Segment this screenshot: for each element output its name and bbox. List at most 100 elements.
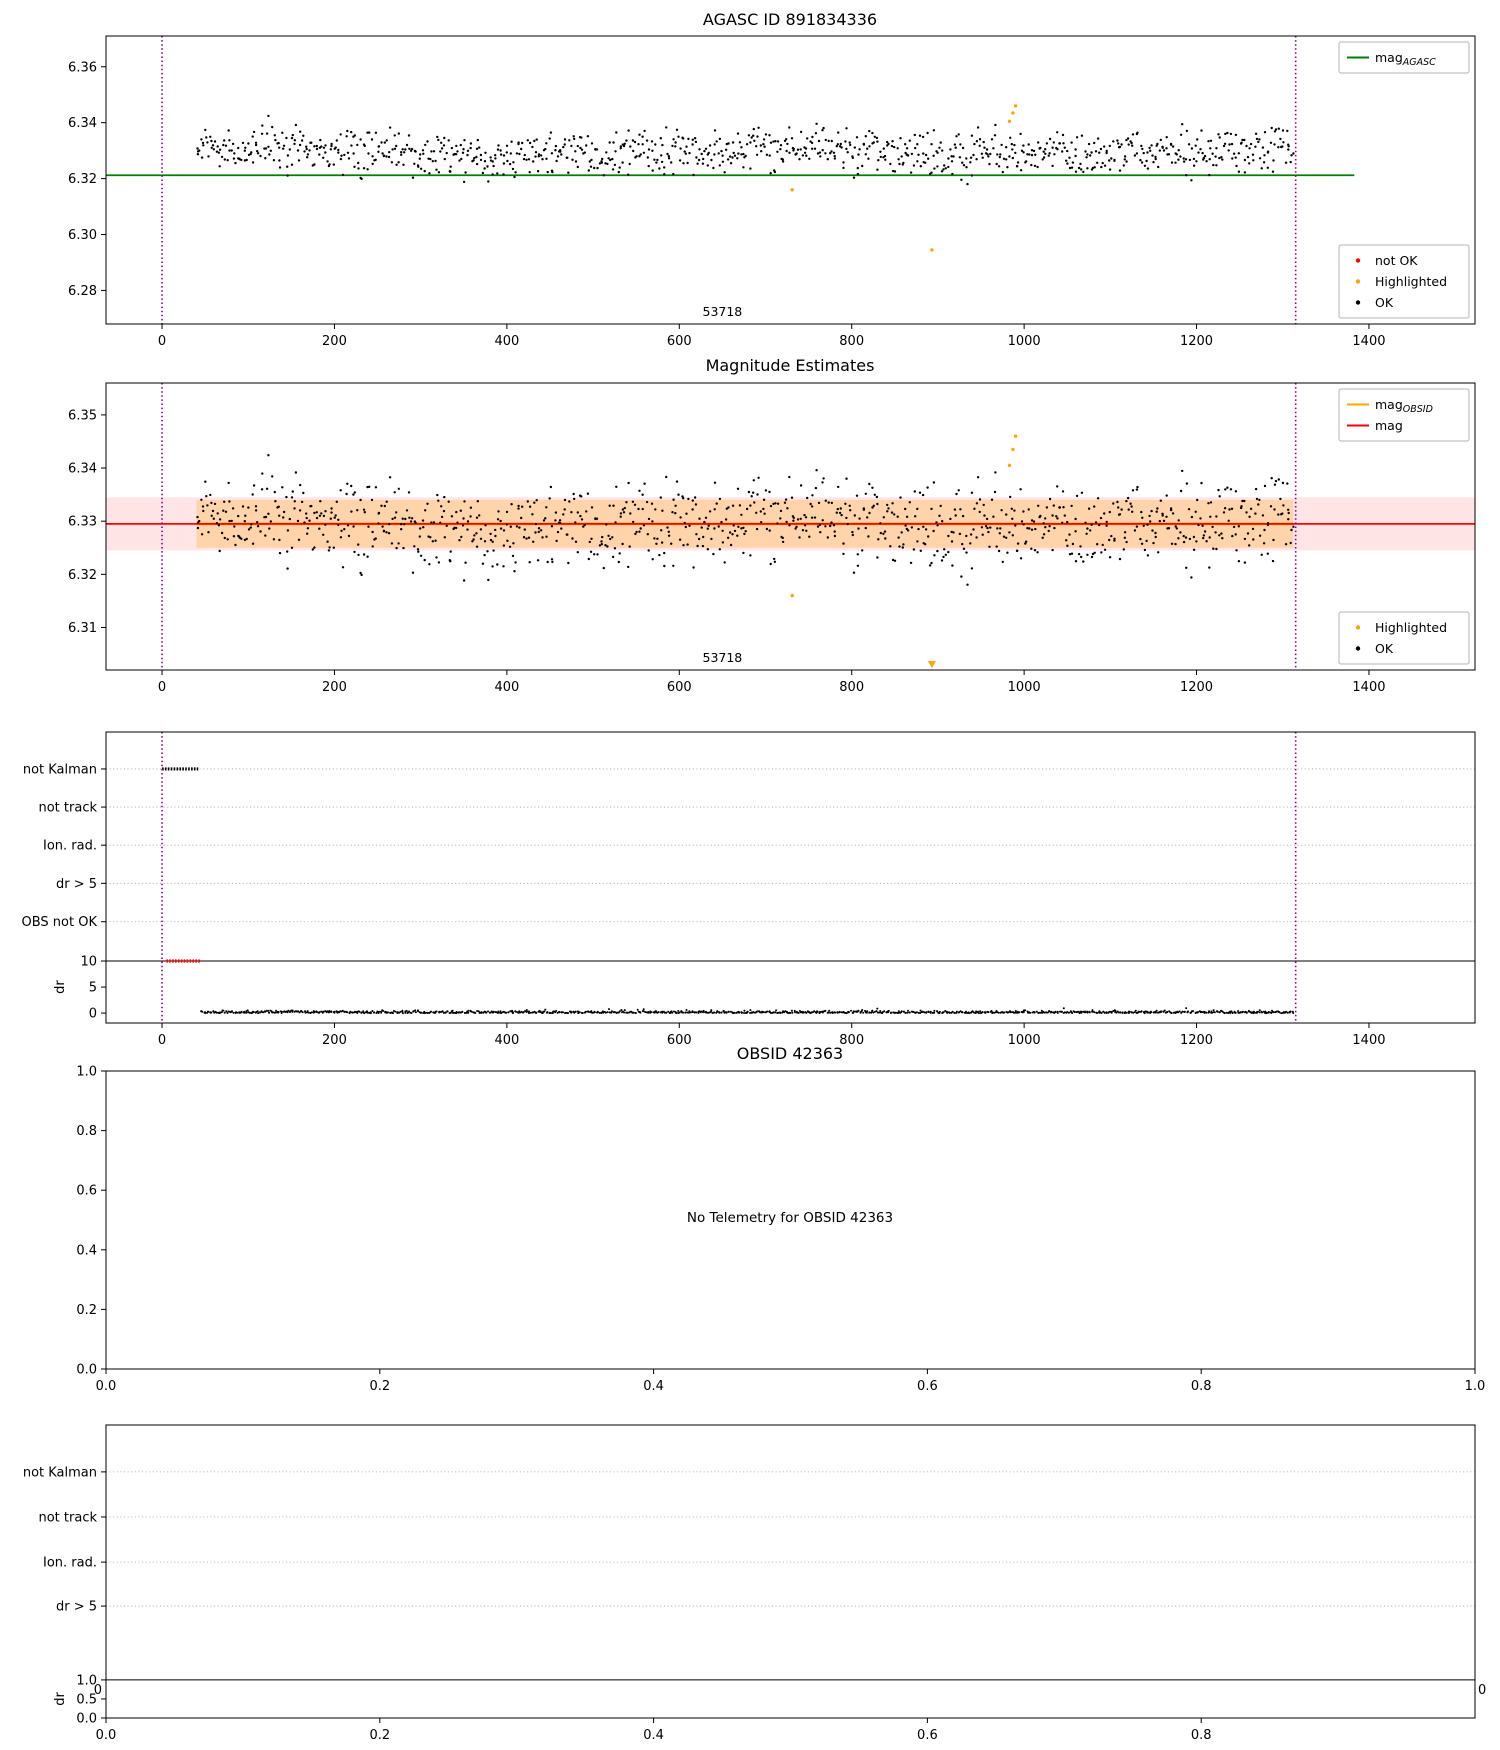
x-tick-label: 1400	[1352, 680, 1385, 695]
highlighted-points	[790, 434, 1018, 668]
flag-category-label: not Kalman	[23, 762, 97, 777]
panel-agasc-magnitude: 0 200 400 600 800 1000 1200 1400 6.28 6.30 6.32 6.3…	[68, 35, 1476, 349]
x-tick-label: 400	[494, 680, 519, 695]
legend-box	[1338, 244, 1470, 319]
plots-layer: 0 200 400 600 800 1000 1200 14006.286.306.326.3…	[22, 35, 1486, 1743]
axes-frame	[105, 382, 1476, 671]
y-tick-label: 0.6	[76, 1184, 97, 1199]
x-tick-label: 1000	[1008, 334, 1041, 349]
legend-label: Highlighted	[1375, 620, 1447, 635]
legend-dot-swatch	[1355, 279, 1361, 284]
x-tick-label: 1200	[1180, 680, 1213, 695]
x-tick-label: 0.0	[96, 1728, 117, 1743]
y-tick-label: 6.32	[68, 568, 97, 583]
x-tick-label: 0.4	[643, 1728, 664, 1743]
x-tick-label: 0.4	[643, 1379, 664, 1394]
axes-frame	[105, 731, 1476, 1024]
x-tick-label: 0.2	[369, 1728, 390, 1743]
panel-obsid-telemetry: 0.0 0.2 0.4 0.6 0.8 1.0 0.0 0.2 0.4 0.6 0.8 1.0	[76, 1065, 1485, 1395]
x-tick-label: 200	[322, 334, 347, 349]
x-tick-label: 1.0	[1465, 1379, 1486, 1394]
x-tick-label: 800	[839, 1033, 864, 1048]
y-tick-label: 6.28	[68, 284, 97, 299]
flag-category-label: not track	[38, 801, 97, 816]
y-tick-label: 6.33	[68, 515, 97, 530]
x-tick-label: 1400	[1352, 1033, 1385, 1048]
x-tick-label: 600	[667, 680, 692, 695]
y-tick-label: 6.30	[68, 228, 97, 243]
highlighted-points	[790, 104, 1018, 252]
legend-box	[1338, 611, 1470, 665]
y-tick-label: 0.0	[76, 1363, 97, 1378]
x-tick-label: 1000	[1008, 680, 1041, 695]
x-tick-label: 0	[158, 680, 166, 695]
legend-dot-swatch	[1355, 646, 1361, 651]
y-tick-label: 6.32	[68, 172, 97, 187]
dr-axis-label: dr	[53, 1692, 68, 1706]
legend-dot-swatch	[1355, 300, 1361, 305]
dr-tick-label: 1.0	[76, 1673, 97, 1688]
legend-label: OK	[1375, 641, 1394, 656]
x-tick-label: 800	[839, 680, 864, 695]
x-tick-label: 1400	[1352, 334, 1385, 349]
ok-points	[196, 114, 1295, 186]
dr-tick-label: 0.5	[76, 1692, 97, 1707]
x-tick-label: 1000	[1008, 1033, 1041, 1048]
x-tick-label: 600	[667, 1033, 692, 1048]
flag-category-label: not Kalman	[23, 1465, 97, 1480]
x-tick-label: 1200	[1180, 1033, 1213, 1048]
x-tick-label: 0.6	[917, 1379, 938, 1394]
dr-tick-label: 10	[80, 955, 97, 970]
x-tick-label: 0.2	[369, 1379, 390, 1394]
flag-category-label: Ion. rad.	[43, 1556, 97, 1571]
y-tick-label: 6.34	[68, 462, 97, 477]
axes-frame	[105, 1424, 1476, 1719]
dr-axis-label: dr	[53, 980, 68, 994]
dr-tick-label: 5	[89, 981, 97, 996]
x-tick-label: 200	[322, 680, 347, 695]
x-tick-label: 600	[667, 334, 692, 349]
panel-obsid-telemetry-flags: not Kalman not track Ion. rad. dr > 5 1.0 0.5…	[23, 1424, 1486, 1743]
legend-label: Highlighted	[1375, 274, 1447, 289]
legend-label: mag	[1375, 418, 1403, 433]
axes-frame	[105, 35, 1476, 325]
dr-tick-label: 0	[89, 1007, 97, 1022]
y-tick-label: 6.31	[68, 621, 97, 636]
x-tick-label: 0.6	[917, 1728, 938, 1743]
dr-points	[200, 1007, 1295, 1015]
y-tick-label: 6.35	[68, 408, 97, 423]
x-tick-label: 0	[158, 1033, 166, 1048]
flag-category-label: dr > 5	[56, 877, 97, 892]
x-tick-label: 400	[494, 1033, 519, 1048]
no-telemetry-text: No Telemetry for OBSID 42363	[687, 1210, 893, 1226]
legend-dot-swatch	[1355, 258, 1361, 263]
legend-label: not OK	[1375, 253, 1418, 268]
panel-telemetry-flags: not Kalman not track Ion. rad. dr > 5 OBS no…	[22, 731, 1476, 1048]
y-tick-label: 0.2	[76, 1303, 97, 1318]
flag-category-label: OBS not OK	[22, 915, 98, 930]
x-tick-label: 200	[322, 1033, 347, 1048]
panel-magnitude-estimates: 0 200 400 600 800 1000 1200 1400 6.31 6.32 6.33 6.3…	[68, 382, 1476, 695]
flag-category-label: Ion. rad.	[43, 839, 97, 854]
x-tick-label: 400	[494, 334, 519, 349]
x-tick-label: 0.0	[96, 1379, 117, 1394]
clipped-highlight-marker	[927, 661, 936, 668]
y-tick-label: 6.34	[68, 116, 97, 131]
panel-agasc-title: AGASC ID 891834336	[703, 10, 877, 29]
corner-zero-label: 0	[94, 1683, 102, 1698]
x-tick-label: 0.8	[1191, 1728, 1212, 1743]
dr-tick-label: 0.0	[76, 1712, 97, 1727]
x-tick-label: 800	[839, 334, 864, 349]
y-tick-label: 0.4	[76, 1243, 97, 1258]
x-tick-label: 0	[158, 334, 166, 349]
legend-box	[1338, 388, 1470, 442]
panel-estimates-title: Magnitude Estimates	[706, 356, 875, 375]
x-tick-label: 0.8	[1191, 1379, 1212, 1394]
obsid-id-label: 53718	[703, 304, 743, 319]
legend-dot-swatch	[1355, 625, 1361, 630]
y-tick-label: 0.8	[76, 1124, 97, 1139]
corner-zero-label: 0	[1478, 1683, 1486, 1698]
flag-category-label: dr > 5	[56, 1600, 97, 1615]
